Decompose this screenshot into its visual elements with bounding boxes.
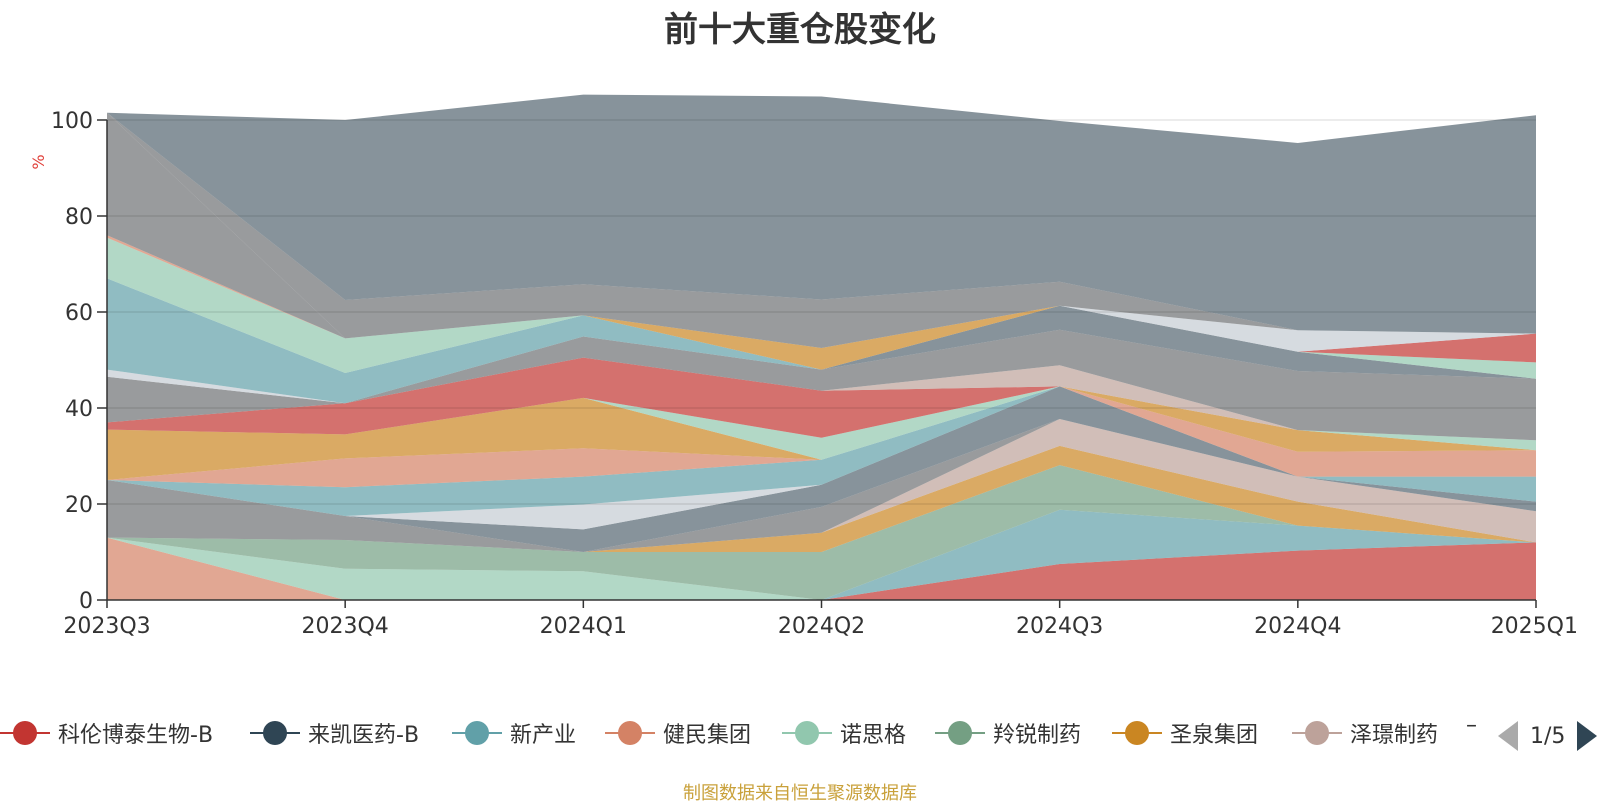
y-tick-label: 60: [65, 301, 93, 326]
area-series-11[interactable]: [107, 386, 1536, 516]
legend-label: 羚锐制药: [993, 723, 1082, 748]
x-tick-label: 2023Q3: [63, 614, 150, 639]
legend-label: 圣泉集团: [1170, 723, 1259, 748]
legend-marker-icon: [782, 713, 832, 753]
legend-label: 诺思格: [840, 723, 907, 748]
legend-item[interactable]: 新产业: [452, 713, 576, 753]
x-tick-label: 2023Q4: [302, 614, 389, 639]
y-tick-label: 100: [51, 109, 93, 134]
legend-marker-icon: [605, 713, 655, 753]
x-tick-label: 2024Q1: [540, 614, 627, 639]
legend-label: 新产业: [510, 723, 577, 748]
legend-item[interactable]: 圣泉集团: [1112, 713, 1258, 753]
legend-label: 来凯医药-B: [308, 723, 420, 748]
x-tick-label: 2024Q4: [1254, 614, 1341, 639]
area-series-22[interactable]: [107, 237, 1536, 379]
area-series-19[interactable]: [107, 305, 1536, 404]
legend-item[interactable]: 泽璟制药: [1292, 713, 1438, 753]
legend-marker-icon: [935, 713, 985, 753]
legend-page-indicator: 1/5: [1530, 723, 1566, 749]
legend-item[interactable]: 科伦博泰生物-B: [0, 713, 213, 753]
legend-label: 泽璟制药: [1350, 723, 1439, 748]
y-tick-label: 40: [65, 397, 93, 422]
legend-marker-icon: [452, 713, 502, 753]
triangle-left-icon[interactable]: [1498, 721, 1518, 751]
area-series-4[interactable]: [107, 509, 1536, 600]
chart-canvas: 0 20 40 60 80 100 2023Q3 2023Q4 2024Q1 2024Q2 2024…: [29, 94, 1578, 639]
triangle-right-icon[interactable]: [1577, 721, 1598, 751]
legend-marker-icon: [1292, 713, 1342, 753]
area-series-12[interactable]: [107, 386, 1536, 488]
legend-marker-icon: [0, 713, 50, 753]
area-series-25[interactable]: [107, 235, 1536, 363]
area-series-28[interactable]: [107, 112, 1536, 348]
area-series-29[interactable]: [107, 94, 1536, 334]
area-series-13[interactable]: [107, 386, 1536, 480]
x-tick-label: 2024Q2: [778, 614, 865, 639]
area-series-26[interactable]: [107, 235, 1536, 352]
legend-label: 健民集团: [663, 723, 752, 748]
area-series-6[interactable]: [107, 445, 1536, 552]
axes: 0 20 40 60 80 100 2023Q3 2023Q4 2024Q1 2024Q2 2024…: [51, 109, 1578, 639]
area-series-0[interactable]: [107, 542, 1536, 600]
area-series-14[interactable]: [107, 386, 1536, 460]
x-tick-label: 2025Q1: [1491, 614, 1578, 639]
area-series-16[interactable]: [107, 357, 1536, 441]
legend: 科伦博泰生物-B 来凯医药-B 新产业 健民集团 诺思格 羚锐制药 圣泉集团 泽璟制药: [0, 713, 1600, 753]
legend-item[interactable]: 健民集团: [605, 713, 751, 753]
area-series-5[interactable]: [107, 465, 1536, 600]
legend-item[interactable]: 来凯医药-B: [250, 713, 419, 753]
legend-item[interactable]: 羚锐制药: [935, 713, 1081, 753]
x-tick-label: 2024Q3: [1016, 614, 1103, 639]
legend-more-marker: –: [1466, 713, 1477, 738]
y-tick-label: 0: [79, 589, 93, 614]
source-note: 制图数据来自恒生聚源数据库: [683, 783, 917, 804]
area-series-8[interactable]: [107, 419, 1536, 552]
y-tick-label: 80: [65, 205, 93, 230]
legend-marker-icon: [250, 713, 300, 753]
legend-item[interactable]: 诺思格: [782, 713, 906, 753]
legend-pager: 1/5: [1498, 718, 1598, 754]
area-series-layer: [107, 94, 1536, 600]
area-series-2[interactable]: [107, 509, 1536, 600]
chart-title: 前十大重仓股变化: [664, 10, 936, 50]
area-series-3[interactable]: [107, 509, 1536, 600]
y-tick-label: 20: [65, 493, 93, 518]
area-series-18[interactable]: [107, 329, 1536, 441]
y-axis-unit-label: %: [29, 154, 48, 169]
legend-label: 科伦博泰生物-B: [58, 723, 214, 748]
grid-lines: [107, 119, 1536, 505]
area-series-7[interactable]: [107, 419, 1536, 552]
legend-marker-icon: [1112, 713, 1162, 753]
